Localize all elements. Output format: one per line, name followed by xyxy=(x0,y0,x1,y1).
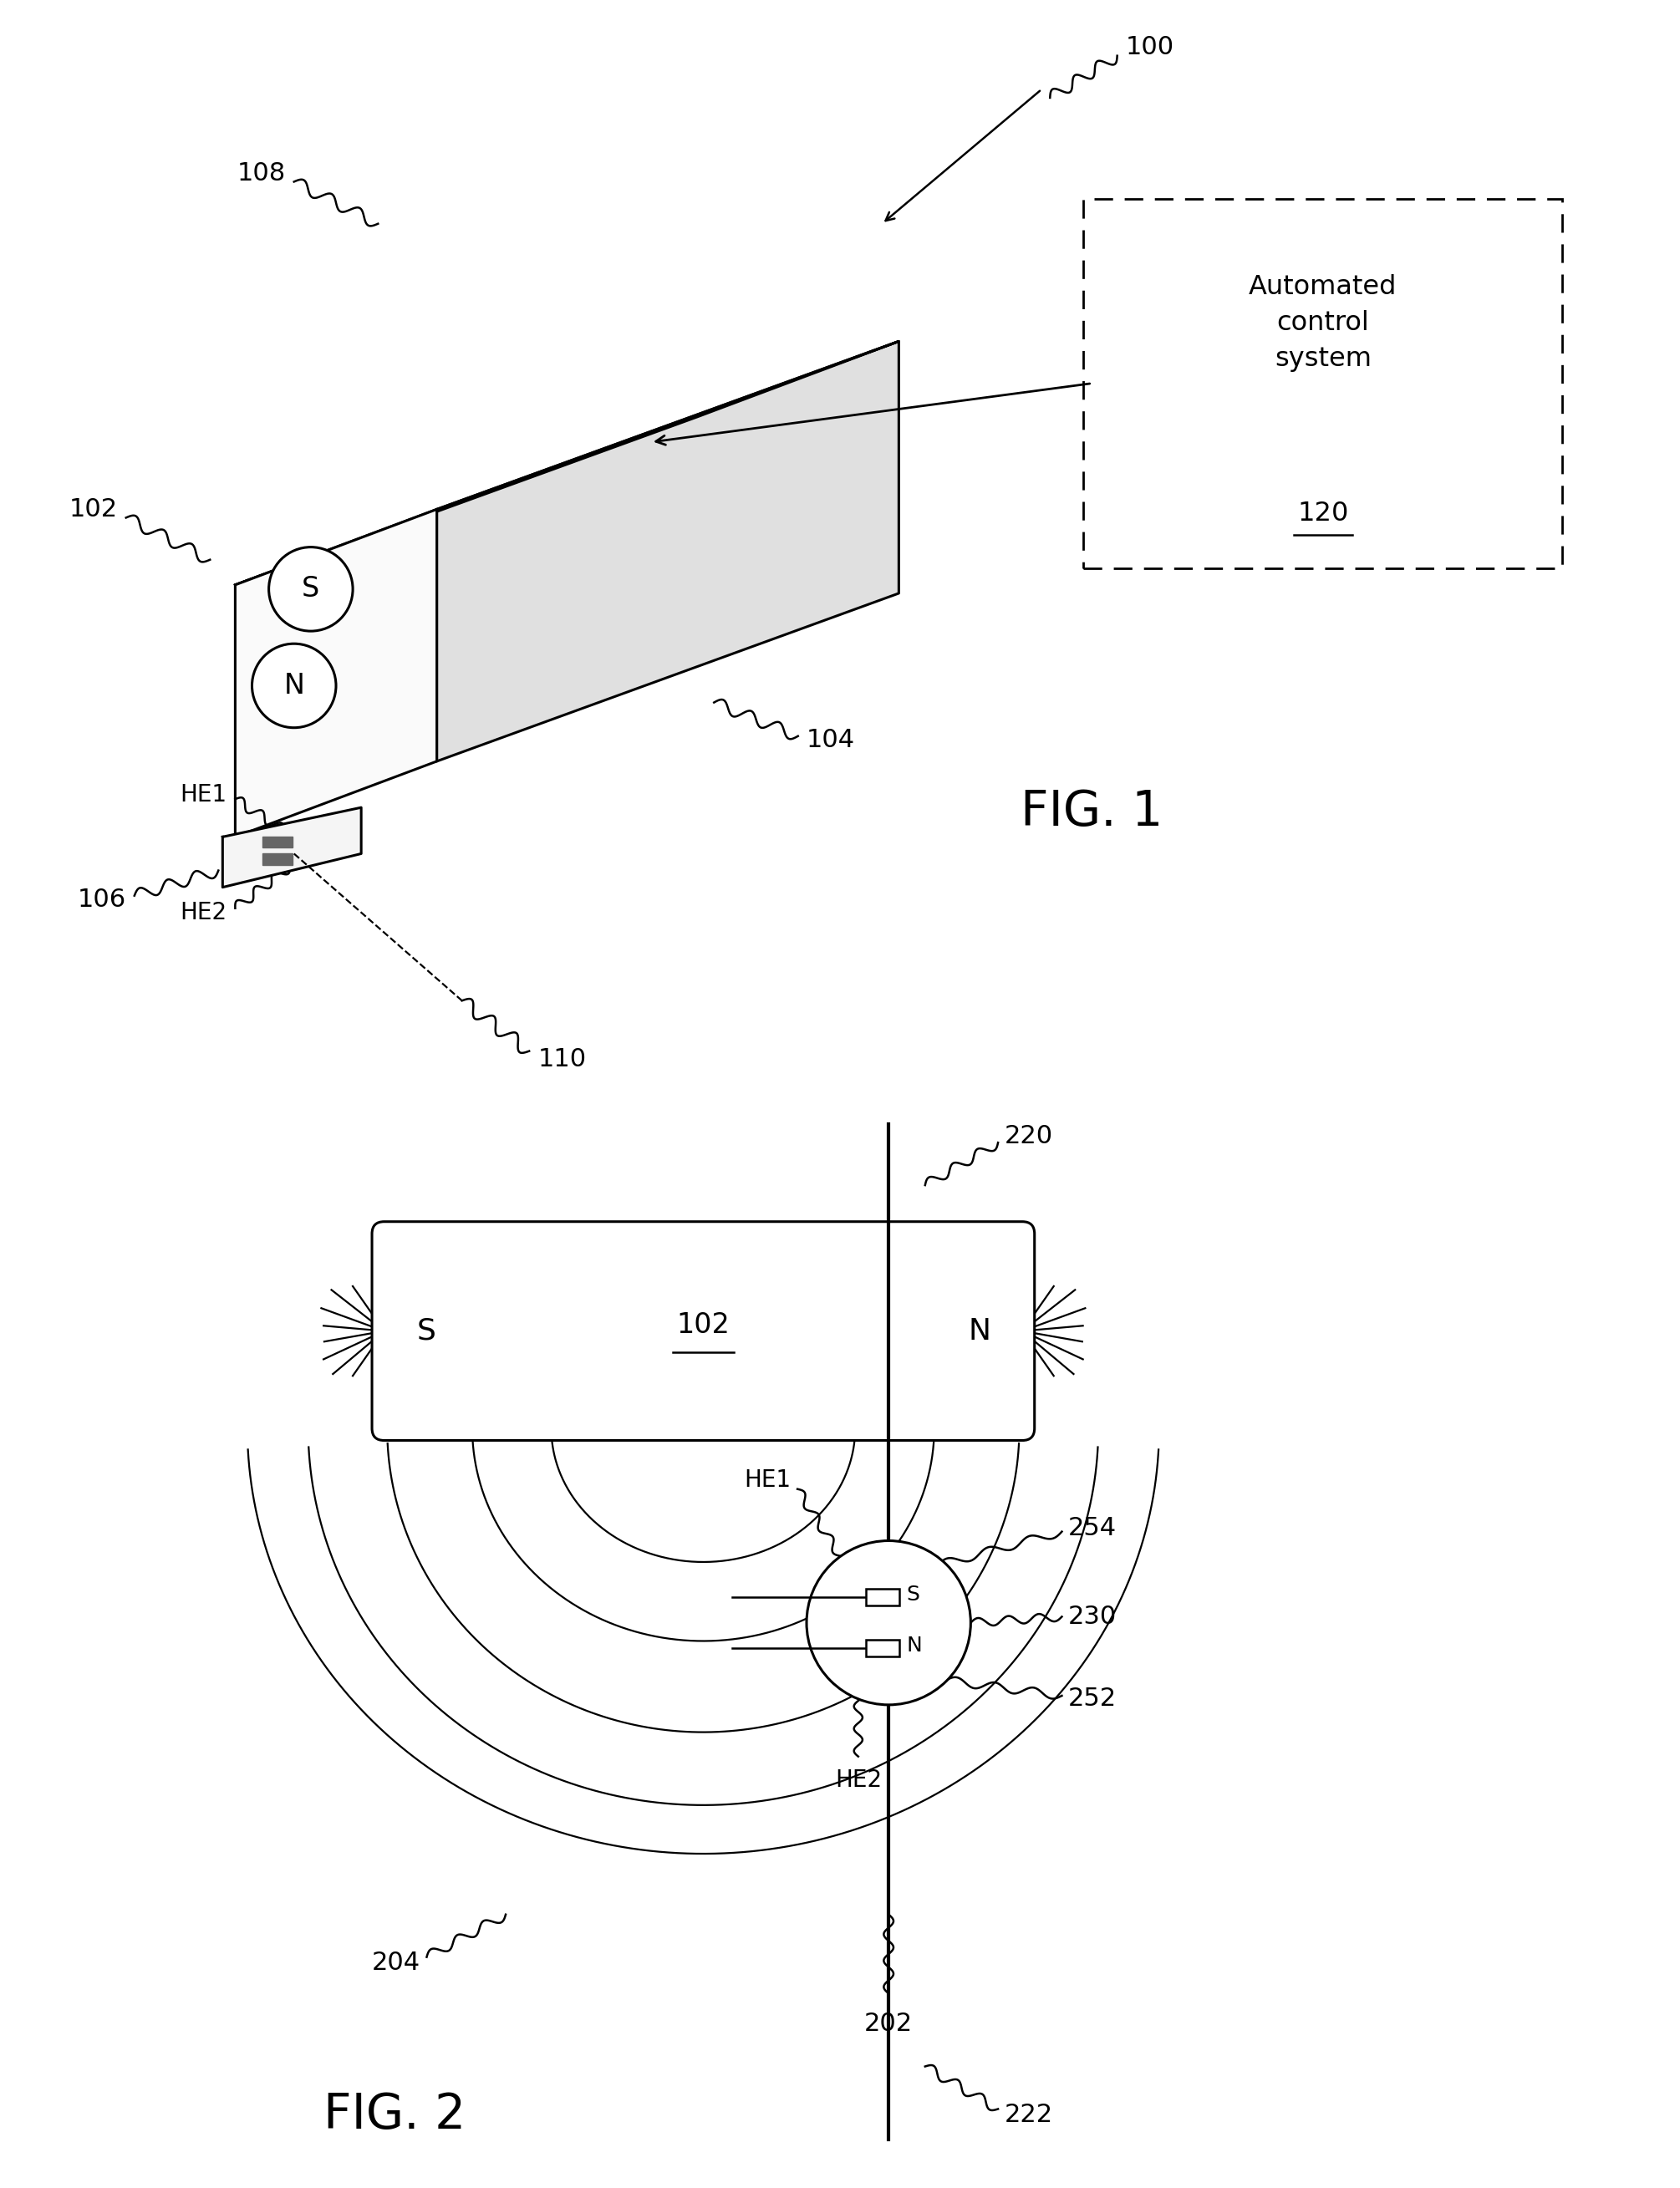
Text: 102: 102 xyxy=(677,1311,729,1339)
FancyBboxPatch shape xyxy=(1084,199,1562,569)
Text: HE1: HE1 xyxy=(744,1468,791,1492)
Text: 204: 204 xyxy=(371,1952,420,1976)
Circle shape xyxy=(269,547,353,630)
Text: 220: 220 xyxy=(1005,1125,1053,1149)
Text: 254: 254 xyxy=(1068,1516,1117,1540)
Text: 110: 110 xyxy=(538,1048,586,1072)
Polygon shape xyxy=(235,510,437,836)
Text: 222: 222 xyxy=(1005,2103,1053,2127)
Text: S: S xyxy=(302,575,319,604)
FancyBboxPatch shape xyxy=(371,1221,1035,1440)
Bar xyxy=(262,836,292,847)
Text: 230: 230 xyxy=(1068,1604,1117,1628)
Text: N: N xyxy=(968,1317,991,1346)
Text: Automated
control
system: Automated control system xyxy=(1248,274,1398,372)
Text: N: N xyxy=(907,1634,922,1656)
Text: HE2: HE2 xyxy=(835,1768,882,1792)
Bar xyxy=(262,853,292,864)
Text: 108: 108 xyxy=(237,162,286,186)
Polygon shape xyxy=(235,341,899,584)
Bar xyxy=(865,1639,899,1656)
Text: HE2: HE2 xyxy=(180,901,227,923)
Polygon shape xyxy=(437,341,899,761)
Text: S: S xyxy=(417,1317,437,1346)
Circle shape xyxy=(252,643,336,729)
Text: HE1: HE1 xyxy=(180,783,227,807)
Text: N: N xyxy=(284,672,304,700)
Text: 104: 104 xyxy=(806,729,855,753)
Text: 106: 106 xyxy=(77,888,126,912)
Text: 252: 252 xyxy=(1068,1687,1117,1711)
Polygon shape xyxy=(222,807,361,888)
Text: S: S xyxy=(907,1584,921,1604)
Circle shape xyxy=(806,1540,971,1704)
Bar xyxy=(865,1588,899,1606)
Text: 202: 202 xyxy=(864,2011,912,2037)
Text: 102: 102 xyxy=(69,497,118,521)
Text: FIG. 2: FIG. 2 xyxy=(323,2092,465,2140)
Text: 120: 120 xyxy=(1297,501,1349,527)
Text: 100: 100 xyxy=(1126,35,1174,59)
Text: FIG. 1: FIG. 1 xyxy=(1021,788,1163,836)
